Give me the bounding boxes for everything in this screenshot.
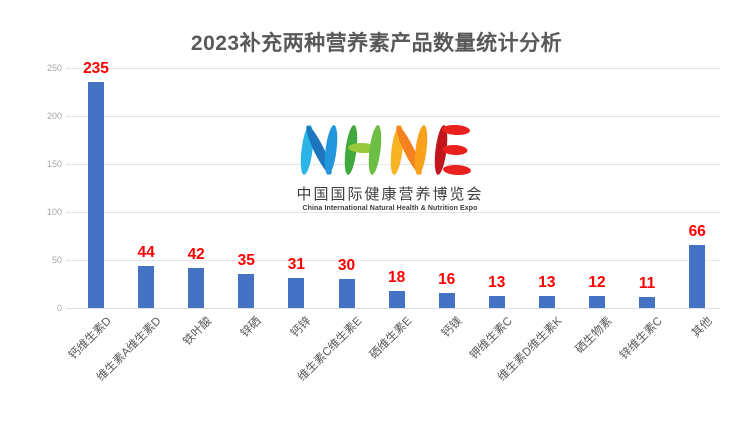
x-axis-category-label: 钙锌 bbox=[289, 315, 315, 340]
bar-value-label: 42 bbox=[187, 245, 205, 263]
bar-锌硒 bbox=[238, 274, 255, 308]
bar-value-label: 35 bbox=[237, 252, 255, 270]
bar-value-label: 12 bbox=[588, 274, 606, 292]
chart-title: 2023补充两种营养素产品数量统计分析 bbox=[190, 32, 563, 55]
gridline-0 bbox=[66, 308, 720, 309]
bar-维生素C维生素E bbox=[338, 279, 355, 308]
x-axis-category-label: 锌维生素C bbox=[617, 315, 665, 363]
nhne-logo-chinese-name: 中国国际健康营养博览会 bbox=[296, 186, 484, 203]
nhne-logo-english-name: China International Natural Health & Nut… bbox=[302, 205, 478, 212]
bar-value-label: 44 bbox=[137, 243, 155, 261]
y-axis-tick-label: 100 bbox=[46, 207, 62, 217]
bar-value-label: 31 bbox=[287, 256, 306, 274]
y-axis-tick-label: 50 bbox=[51, 255, 62, 265]
bar-value-label: 30 bbox=[337, 257, 356, 275]
bar-硒生物素 bbox=[589, 296, 605, 308]
bar-硒维生素E bbox=[388, 290, 405, 308]
y-axis-tick-label: 200 bbox=[46, 111, 62, 121]
bar-value-label: 66 bbox=[688, 222, 706, 240]
bar-钙镁 bbox=[438, 292, 455, 308]
bar-value-label: 13 bbox=[488, 273, 506, 291]
x-axis-category-label: 其他 bbox=[690, 315, 715, 340]
bar-锌维生素C bbox=[639, 297, 656, 308]
bar-value-label: 16 bbox=[438, 270, 456, 288]
x-axis-category-label: 钙镁 bbox=[439, 315, 465, 340]
bar-value-label: 235 bbox=[83, 60, 109, 78]
x-axis-category-label: 钾维生素C bbox=[467, 315, 515, 363]
y-axis-tick-label: 250 bbox=[46, 63, 62, 73]
bar-铁叶酸 bbox=[188, 267, 205, 308]
y-axis-tick-label: 0 bbox=[56, 303, 62, 313]
x-axis-category-label: 锌硒 bbox=[239, 315, 264, 340]
gridline-50 bbox=[66, 260, 720, 261]
nhne-logo: 中国国际健康营养博览会 China International Natural … bbox=[287, 123, 493, 212]
x-axis-category-label: 铁叶酸 bbox=[180, 315, 214, 349]
y-axis-tick-label: 150 bbox=[46, 159, 62, 169]
bar-钙锌 bbox=[288, 278, 305, 308]
gridline-200 bbox=[66, 116, 720, 117]
gridline-250 bbox=[66, 68, 720, 69]
bar-value-label: 11 bbox=[638, 275, 656, 293]
bar-钾维生素C bbox=[488, 295, 505, 308]
bar-钙维生素D bbox=[88, 82, 104, 308]
bar-value-label: 18 bbox=[387, 268, 406, 286]
x-axis-category-label: 钙维生素D bbox=[66, 315, 114, 363]
nhne-logo-graphic bbox=[300, 124, 471, 176]
gridline-100 bbox=[66, 212, 720, 213]
x-axis-category-label: 硒维生素E bbox=[367, 315, 415, 362]
bar-维生素D维生素K bbox=[538, 295, 555, 308]
bar-其他 bbox=[689, 244, 706, 308]
bar-value-label: 13 bbox=[538, 273, 556, 291]
x-axis-category-label: 硒生物素 bbox=[573, 315, 615, 357]
bar-维生素A维生素D bbox=[138, 265, 155, 308]
